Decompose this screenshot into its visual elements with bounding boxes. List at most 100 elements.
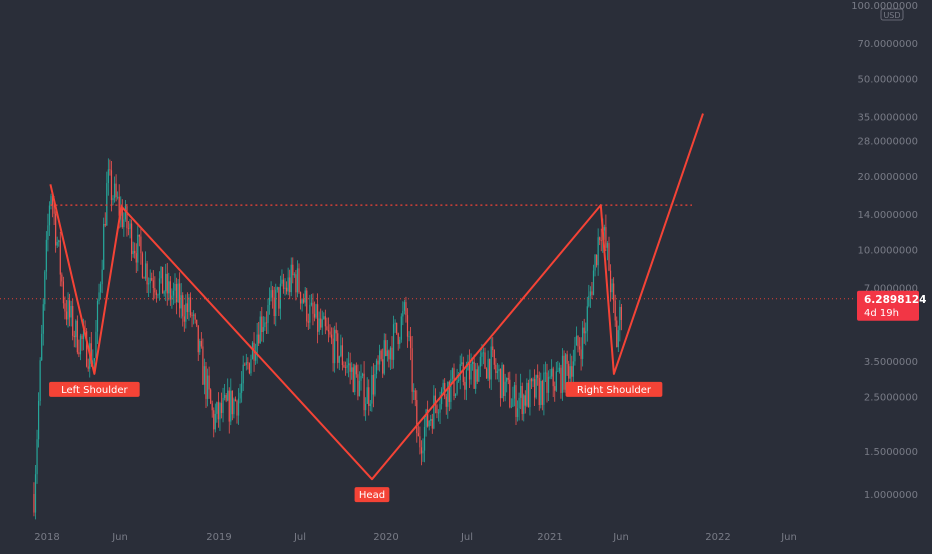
- candle-body: [597, 237, 599, 266]
- candle: [375, 358, 378, 379]
- candle-body: [363, 373, 365, 411]
- candle: [158, 271, 161, 301]
- candle: [75, 319, 77, 348]
- candle-body: [611, 283, 613, 293]
- candle: [338, 355, 340, 371]
- candle-body: [368, 387, 370, 406]
- candle: [189, 292, 192, 318]
- candle-body: [56, 242, 58, 246]
- candle: [594, 253, 596, 277]
- candle-body: [551, 368, 553, 377]
- candle-body: [577, 335, 579, 347]
- candle-body: [582, 327, 584, 359]
- candle: [130, 219, 133, 261]
- candle-body: [174, 283, 176, 291]
- candle-body: [210, 389, 212, 404]
- candle: [192, 310, 195, 325]
- candle: [589, 286, 591, 308]
- candle: [371, 366, 373, 412]
- candle: [292, 257, 294, 284]
- candle-body: [547, 376, 550, 393]
- candle-body: [93, 358, 95, 361]
- candle-body: [217, 402, 219, 420]
- annotation-head: Head: [354, 487, 390, 503]
- price-tick-label: 50.0000000: [858, 75, 918, 86]
- candle: [307, 313, 309, 330]
- candle: [113, 176, 116, 203]
- candle-body: [87, 366, 89, 369]
- candle-body: [78, 352, 80, 355]
- candle-body: [595, 254, 598, 266]
- candle-body: [258, 334, 260, 344]
- candle: [73, 330, 75, 348]
- candle-body: [115, 183, 117, 198]
- candle: [361, 372, 364, 379]
- candle-body: [183, 316, 185, 322]
- candle-body: [571, 366, 573, 377]
- annotation-box: [565, 381, 663, 397]
- candle-body: [268, 297, 271, 306]
- candle-body: [608, 243, 610, 271]
- candle-body: [461, 362, 463, 365]
- candle-body: [267, 305, 269, 323]
- candle: [62, 276, 64, 309]
- candle-body: [140, 236, 142, 254]
- candle-body: [335, 329, 337, 334]
- candle-body: [434, 395, 436, 406]
- price-axis[interactable]: 100.0000000 70.0000000 50.0000000 35.000000…: [851, 1, 918, 501]
- candle: [563, 350, 565, 393]
- candle: [560, 364, 562, 399]
- candle-body: [296, 268, 299, 293]
- candle-body: [343, 365, 345, 368]
- time-tick-label: Jun: [612, 532, 629, 543]
- candle: [549, 368, 551, 380]
- candle: [444, 378, 446, 400]
- candle: [303, 293, 305, 304]
- candle-body: [605, 227, 607, 248]
- candle: [76, 315, 78, 355]
- candle-body: [352, 367, 354, 393]
- candle: [267, 298, 269, 334]
- candle-body: [334, 329, 336, 364]
- candle-body: [369, 403, 371, 406]
- candle-body: [523, 395, 525, 414]
- candle: [389, 346, 392, 370]
- candle: [608, 236, 610, 272]
- candle: [39, 357, 41, 406]
- candle-body: [332, 338, 334, 364]
- candle-body: [465, 370, 467, 390]
- candle-body: [250, 358, 252, 374]
- candle: [566, 350, 568, 376]
- candle: [223, 384, 226, 401]
- candle: [529, 369, 531, 416]
- candle-body: [537, 375, 539, 378]
- candle: [526, 378, 528, 408]
- candle: [112, 195, 114, 206]
- candle: [301, 298, 303, 312]
- candle-body: [526, 382, 528, 406]
- last-price-value: 6.2898124: [864, 294, 926, 306]
- candle-body: [616, 320, 618, 348]
- candle-body: [450, 378, 452, 402]
- candle: [392, 315, 395, 369]
- candle: [106, 171, 108, 226]
- candle-body: [419, 436, 421, 448]
- candle: [492, 337, 494, 358]
- candle: [293, 272, 295, 278]
- candle: [340, 334, 342, 358]
- candle-body: [492, 346, 494, 351]
- candle-body: [110, 170, 113, 201]
- candle: [200, 332, 202, 349]
- candle: [475, 363, 477, 394]
- candle-body: [555, 371, 557, 391]
- candle-body: [358, 380, 361, 397]
- candle-body: [365, 403, 367, 411]
- candle: [213, 407, 215, 438]
- candle-body: [374, 374, 376, 395]
- time-axis[interactable]: 2018 Jun 2019 Jul 2020 Jul 2021 Jun 2022 Jun: [34, 532, 797, 543]
- candle: [320, 308, 322, 330]
- candle-body: [578, 346, 581, 350]
